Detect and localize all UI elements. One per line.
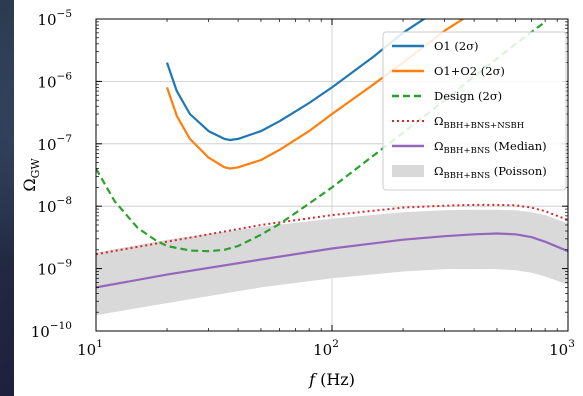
y-tick-exponent: −7 [57, 133, 72, 145]
y-tick-label: 10−9 [37, 258, 72, 279]
legend-label: ΩBBH+BNS (Poisson) [434, 164, 547, 181]
legend-label-sub: BBH+BNS [444, 171, 491, 181]
y-axis-title-sub: GW [29, 158, 42, 179]
legend-label-rest: (Median) [490, 139, 547, 153]
x-axis-title-unit: (Hz) [315, 370, 355, 389]
y-tick-label: 10−7 [37, 133, 72, 154]
x-tick-exponent: 3 [568, 338, 575, 350]
y-axis-title: ΩGW [20, 158, 42, 192]
x-tick-exponent: 1 [96, 338, 103, 350]
y-tick-label: 10−8 [37, 195, 72, 216]
legend-label: O1 (2σ) [434, 39, 479, 53]
legend-label-omega: Ω [434, 139, 444, 153]
legend-label-sub: BBH+BNS+NSBH [444, 121, 525, 131]
legend-label: Design (2σ) [434, 89, 502, 103]
x-tick-label: 102 [313, 338, 339, 359]
y-tick-exponent: −8 [57, 195, 72, 207]
series-line-3 [96, 203, 568, 256]
legend-label-omega: Ω [434, 114, 444, 128]
y-tick-label: 10−6 [37, 70, 72, 91]
y-tick-label: 10−5 [37, 8, 72, 29]
legend-swatch-band [392, 165, 424, 177]
series-line-4 [96, 232, 568, 289]
x-axis-title: f (Hz) [308, 370, 355, 389]
y-axis-title-main: Ω [20, 178, 39, 191]
x-axis-title-var: f [308, 370, 318, 389]
gw-spectrum-chart: 101 102 103 10−10 10−9 10−8 10−7 10−6 10−5 f (Hz)… [20, 8, 575, 389]
legend-label: O1+O2 (2σ) [434, 64, 505, 78]
legend-box [382, 31, 567, 191]
x-tick-label: 101 [77, 338, 103, 359]
y-tick-label: 10−10 [31, 320, 72, 341]
legend-label-omega: Ω [434, 164, 444, 178]
x-tick-exponent: 2 [332, 338, 339, 350]
figure-panel: 101 102 103 10−10 10−9 10−8 10−7 10−6 10−5 f (Hz)… [14, 0, 583, 396]
y-tick-exponent: −10 [50, 320, 72, 332]
legend-label: ΩBBH+BNS+NSBH [434, 114, 524, 131]
legend-label-rest: (Poisson) [490, 164, 547, 178]
x-tick-label: 103 [549, 338, 575, 359]
y-tick-exponent: −6 [57, 70, 73, 82]
y-tick-exponent: −5 [57, 8, 72, 20]
legend-label-sub: BBH+BNS [444, 146, 491, 156]
y-tick-exponent: −9 [57, 258, 72, 270]
legend-label: ΩBBH+BNS (Median) [434, 139, 547, 156]
